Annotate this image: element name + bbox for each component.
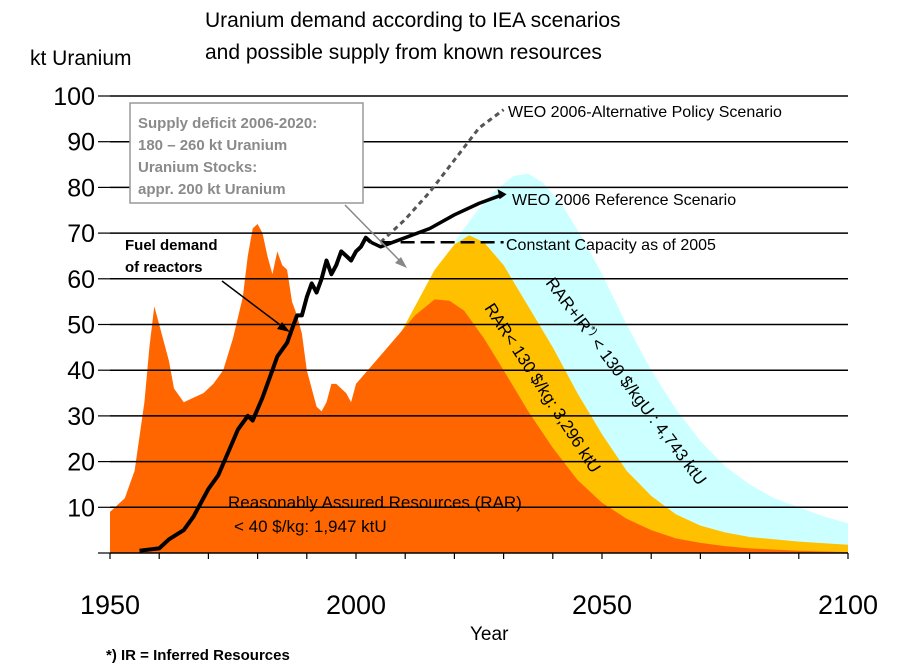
- area-layers: [110, 173, 848, 553]
- y-tick-label-50: 50: [67, 312, 95, 340]
- x-axis-label: Year: [470, 624, 509, 645]
- chart-title-line-1: Uranium demand according to IEA scenario…: [205, 9, 621, 32]
- deficit-line-1: Supply deficit 2006-2020:: [138, 115, 317, 132]
- y-tick-label-80: 80: [67, 174, 95, 202]
- area-historical-production: [110, 224, 366, 553]
- rar-label-2: < 40 $/kg: 1,947 ktU: [234, 517, 387, 536]
- y-tick-label-20: 20: [67, 449, 95, 477]
- y-tick-label-60: 60: [67, 266, 95, 294]
- deficit-line-4: appr. 200 kt Uranium: [138, 181, 286, 198]
- fuel-demand-label-2: of reactors: [125, 259, 203, 276]
- axes: [98, 95, 849, 559]
- weo-reference-label: WEO 2006 Reference Scenario: [512, 192, 736, 209]
- line-weo-alternative: [379, 108, 505, 244]
- y-tick-label-90: 90: [67, 129, 95, 157]
- y-tick-label-100: 100: [53, 83, 95, 111]
- weo-alternative-label: WEO 2006-Alternative Policy Scenario: [508, 104, 782, 121]
- line-fuel-demand: [139, 235, 373, 553]
- supply-deficit-box: [129, 102, 364, 204]
- weo-reference-arrowhead: [497, 189, 507, 200]
- area-rar-lt-40: [356, 299, 848, 553]
- x-tick-label-2050: 2050: [572, 590, 632, 620]
- fuel-demand-label-1: Fuel demand: [125, 237, 218, 254]
- x-tick-label-1950: 1950: [80, 590, 140, 620]
- y-tick-label-40: 40: [67, 357, 95, 385]
- x-tick-labels: 1950 2000 2050 2100: [80, 590, 878, 620]
- footnote: *) IR = Inferred Resources: [106, 647, 290, 664]
- y-tick-labels: 100 90 80 70 60 50 40 30 20 10: [53, 83, 95, 522]
- rar-label-1: Reasonably Assured Resources (RAR): [228, 493, 522, 512]
- deficit-line-3: Uranium Stocks:: [138, 159, 257, 176]
- deficit-arrow: [344, 204, 407, 268]
- x-tick-label-2100: 2100: [818, 590, 878, 620]
- x-tick-label-2000: 2000: [326, 590, 386, 620]
- deficit-line-2: 180 – 260 kt Uranium: [138, 137, 287, 154]
- line-layers: [139, 108, 507, 553]
- y-tick-label-10: 10: [67, 494, 95, 522]
- fuel-demand-arrow: [221, 280, 290, 332]
- chart-title-line-2: and possible supply from known resources: [205, 41, 602, 64]
- constant-capacity-label: Constant Capacity as of 2005: [506, 237, 716, 254]
- line-weo-reference: [370, 192, 505, 249]
- y-axis-label: kt Uranium: [30, 47, 132, 70]
- y-tick-label-70: 70: [67, 220, 95, 248]
- y-tick-label-30: 30: [67, 403, 95, 431]
